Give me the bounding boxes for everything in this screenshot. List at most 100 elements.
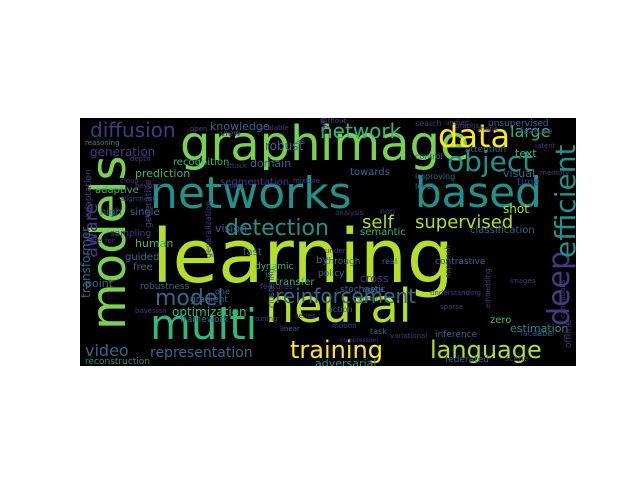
cloud-word: semantic xyxy=(360,227,406,238)
cloud-word: by xyxy=(316,255,329,266)
cloud-word: agent xyxy=(358,295,379,303)
cloud-word: adaptation xyxy=(84,169,94,218)
cloud-word: neural xyxy=(265,279,412,333)
cloud-word: classification xyxy=(470,225,535,236)
cloud-word: offline xyxy=(564,320,574,348)
cloud-word: efficient xyxy=(549,144,576,258)
cloud-word: networks xyxy=(150,168,352,219)
cloud-word: gradient xyxy=(190,295,228,305)
cloud-word: adaptive xyxy=(95,185,139,196)
cloud-word: without xyxy=(320,118,347,125)
cloud-word: continuous xyxy=(559,279,567,319)
cloud-word: variational xyxy=(390,332,428,340)
cloud-word: unified xyxy=(445,119,469,127)
cloud-word: images xyxy=(510,277,536,285)
cloud-word: video xyxy=(85,341,129,360)
cloud-word: approach xyxy=(444,245,452,278)
cloud-word: robustness xyxy=(140,282,190,292)
cloud-word: inference xyxy=(435,330,478,340)
cloud-word: stochastic xyxy=(340,285,386,295)
cloud-word: training xyxy=(290,336,383,364)
cloud-word: features xyxy=(260,282,294,291)
cloud-word: scene xyxy=(505,354,529,363)
cloud-word: generalization xyxy=(204,200,213,258)
cloud-word: fast xyxy=(243,247,262,258)
cloud-word: tuning xyxy=(255,315,278,323)
cloud-word: guided xyxy=(125,252,160,263)
cloud-word: vision xyxy=(215,222,248,235)
cloud-word: transfer xyxy=(275,277,315,288)
cloud-word: image xyxy=(320,118,470,172)
cloud-word: single xyxy=(130,207,160,218)
cloud-word: level xyxy=(415,182,435,191)
cloud-word: network xyxy=(320,119,402,143)
cloud-word: graph xyxy=(180,118,321,172)
cloud-word: federated xyxy=(445,355,489,365)
cloud-word: memory xyxy=(540,169,570,177)
cloud-word: visual xyxy=(503,167,536,180)
cloud-word: representation xyxy=(150,345,253,361)
cloud-word: mixture xyxy=(293,177,321,185)
cloud-word: reasoning xyxy=(85,139,120,147)
cloud-word: task xyxy=(370,327,387,336)
cloud-word: non xyxy=(380,207,396,216)
cloud-word: latent xyxy=(535,142,556,150)
cloud-word: is xyxy=(265,270,273,280)
cloud-word: free xyxy=(133,262,153,273)
cloud-word: towards xyxy=(350,167,390,178)
cloud-word: linear xyxy=(280,325,300,333)
cloud-word: zero xyxy=(490,315,512,326)
cloud-word: embedding xyxy=(484,268,492,308)
cloud-word: large xyxy=(510,122,551,141)
cloud-word: robust xyxy=(265,139,304,153)
cloud-word: time xyxy=(517,177,540,188)
cloud-word: graphs xyxy=(455,122,480,130)
cloud-word: label xyxy=(535,329,555,338)
cloud-word: segmentation xyxy=(220,177,290,188)
cloud-word: optimization xyxy=(172,305,247,319)
cloud-word: action xyxy=(328,305,353,314)
cloud-word: cloud xyxy=(120,177,139,185)
cloud-word: improving xyxy=(415,172,456,181)
cloud-word: scalable xyxy=(260,124,289,132)
cloud-word: reinforcement xyxy=(275,284,416,308)
cloud-word: depth xyxy=(130,155,151,163)
cloud-word: recognition xyxy=(173,157,230,168)
cloud-word: attention xyxy=(465,145,507,155)
cloud-word: adversarial xyxy=(315,357,377,366)
cloud-word: supervised xyxy=(415,212,514,233)
cloud-word: open xyxy=(190,125,208,133)
cloud-word: under xyxy=(325,247,346,255)
cloud-word: face xyxy=(520,329,538,338)
cloud-word: cross xyxy=(360,272,389,285)
cloud-word: motion xyxy=(332,322,357,330)
cloud-word: bayesian xyxy=(135,307,167,315)
cloud-word: learning xyxy=(152,214,454,300)
cloud-word: self xyxy=(362,212,394,233)
cloud-word: sampling xyxy=(110,229,152,239)
cloud-word: compression xyxy=(340,337,379,344)
cloud-word: detection xyxy=(225,216,329,241)
cloud-word: as xyxy=(296,137,306,146)
cloud-word: human xyxy=(135,237,174,250)
cloud-word: policy xyxy=(318,269,345,279)
cloud-word: for xyxy=(105,237,115,245)
cloud-word: meta xyxy=(363,285,384,294)
cloud-word: attack xyxy=(225,162,247,170)
cloud-word: generation xyxy=(90,145,156,159)
cloud-word: dynamic xyxy=(255,262,294,272)
cloud-word: object xyxy=(447,145,534,178)
cloud-word: beyond xyxy=(135,182,162,190)
cloud-word: shape xyxy=(477,125,499,133)
cloud-word: knowledge xyxy=(210,120,270,133)
cloud-word: data xyxy=(438,118,511,155)
cloud-word: fields xyxy=(225,182,244,190)
cloud-word: shot xyxy=(503,202,529,216)
cloud-word: sparse xyxy=(440,303,464,311)
cloud-word: understanding xyxy=(430,289,481,297)
cloud-word: framework xyxy=(180,315,229,325)
cloud-word: model xyxy=(155,286,224,311)
cloud-word: pre xyxy=(90,237,102,245)
cloud-word: alignment xyxy=(120,195,156,203)
cloud-word: search xyxy=(415,119,442,128)
